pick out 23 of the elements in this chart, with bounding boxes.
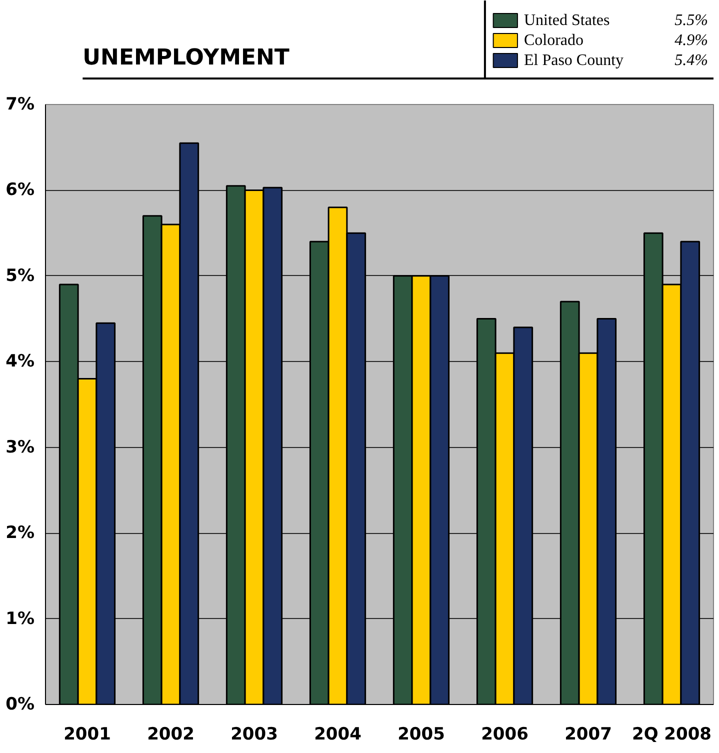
legend-label: El Paso County bbox=[524, 52, 624, 69]
x-tick-label: 2002 bbox=[147, 724, 194, 744]
y-tick-label: 2% bbox=[6, 523, 35, 544]
text: 5.4% bbox=[674, 52, 708, 69]
text: 4.9% bbox=[674, 32, 708, 49]
legend-label: Colorado bbox=[524, 32, 584, 49]
y-tick-label: 0% bbox=[6, 694, 35, 714]
y-tick-label: 6% bbox=[6, 180, 35, 200]
y-tick-label: 1% bbox=[6, 608, 35, 629]
x-tick-label: 2006 bbox=[481, 724, 528, 744]
x-tick-label: 2003 bbox=[230, 724, 278, 744]
y-tick-label: 4% bbox=[6, 352, 35, 372]
y-tick-label: 5% bbox=[6, 266, 35, 286]
text: 5.5% bbox=[674, 12, 708, 29]
x-tick-label: 2005 bbox=[398, 724, 445, 744]
y-tick-label: 7% bbox=[6, 94, 35, 114]
x-tick-label: 2004 bbox=[314, 724, 362, 744]
y-tick-label: 3% bbox=[6, 437, 35, 458]
x-tick-label: 2Q 2008 bbox=[632, 724, 712, 744]
chart-title: UNEMPLOYMENT bbox=[82, 46, 290, 70]
x-tick-label: 2001 bbox=[64, 724, 111, 744]
x-tick-label: 2007 bbox=[564, 724, 612, 744]
legend-label: United States bbox=[524, 12, 610, 29]
